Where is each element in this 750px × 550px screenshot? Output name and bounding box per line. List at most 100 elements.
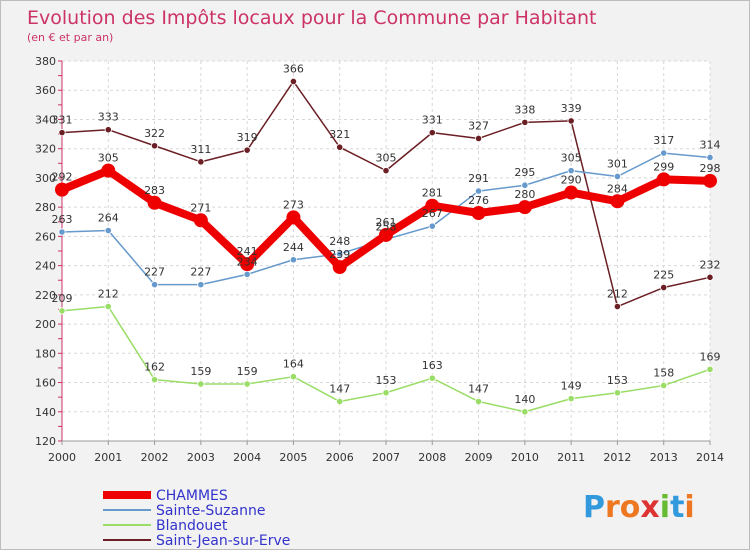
x-tick-label: 2001 xyxy=(94,451,122,464)
y-tick-label: 340 xyxy=(35,113,56,126)
legend-label-chammes: CHAMMES xyxy=(156,488,228,504)
axes: 1201401601802002202402602803003203403603… xyxy=(35,55,724,464)
data-point-saint-jean-sur-erve xyxy=(289,77,298,86)
data-label-chammes: 305 xyxy=(98,152,119,165)
x-tick-label: 2004 xyxy=(233,451,261,464)
data-label-chammes: 292 xyxy=(52,171,73,184)
data-label-saint-jean-sur-erve: 225 xyxy=(653,269,674,282)
x-tick-label: 2011 xyxy=(557,451,585,464)
y-tick-label: 300 xyxy=(35,172,56,185)
chart-title: Evolution des Impôts locaux pour la Comm… xyxy=(27,7,597,29)
data-point-chammes xyxy=(55,182,69,197)
data-point-sainte-suzanne xyxy=(104,226,112,235)
data-label-saint-jean-sur-erve: 232 xyxy=(700,258,721,271)
y-tick-label: 160 xyxy=(35,377,56,390)
data-label-blandouet: 147 xyxy=(468,383,489,396)
data-label-sainte-suzanne: 244 xyxy=(283,241,304,254)
data-label-saint-jean-sur-erve: 333 xyxy=(98,111,119,124)
series-layer xyxy=(55,77,717,416)
legend: CHAMMESSainte-SuzanneBlandouetSaint-Jean… xyxy=(103,488,290,549)
data-label-blandouet: 140 xyxy=(514,393,535,406)
brand-letter: o xyxy=(620,490,641,525)
data-point-chammes xyxy=(147,195,162,210)
x-tick-label: 2005 xyxy=(279,451,307,464)
data-label-chammes: 273 xyxy=(283,198,304,211)
data-point-blandouet xyxy=(567,395,575,403)
data-point-chammes xyxy=(101,163,116,178)
data-label-chammes: 281 xyxy=(422,187,443,200)
x-tick-label: 2003 xyxy=(187,451,215,464)
data-point-chammes xyxy=(286,210,301,225)
data-point-saint-jean-sur-erve xyxy=(336,143,344,151)
data-label-saint-jean-sur-erve: 321 xyxy=(329,128,350,141)
data-label-sainte-suzanne: 264 xyxy=(98,212,119,225)
data-label-blandouet: 153 xyxy=(607,374,628,387)
x-tick-label: 2014 xyxy=(696,451,724,464)
legend-label-blandouet: Blandouet xyxy=(156,518,228,534)
data-label-sainte-suzanne: 291 xyxy=(468,172,489,185)
data-point-saint-jean-sur-erve xyxy=(382,167,390,175)
data-point-chammes xyxy=(517,200,532,215)
data-label-saint-jean-sur-erve: 212 xyxy=(607,288,628,301)
data-point-blandouet xyxy=(382,389,390,397)
data-point-saint-jean-sur-erve xyxy=(521,118,529,126)
data-point-sainte-suzanne xyxy=(243,270,251,278)
data-label-saint-jean-sur-erve: 366 xyxy=(283,62,304,75)
data-label-sainte-suzanne: 314 xyxy=(700,138,721,151)
brand-letter: r xyxy=(605,490,620,525)
data-point-saint-jean-sur-erve xyxy=(706,273,714,281)
data-point-chammes xyxy=(703,173,717,188)
data-label-chammes: 290 xyxy=(561,174,582,187)
data-point-saint-jean-sur-erve xyxy=(58,129,66,137)
data-point-saint-jean-sur-erve xyxy=(197,158,205,166)
x-tick-label: 2006 xyxy=(326,451,354,464)
data-point-sainte-suzanne xyxy=(567,167,575,175)
data-point-chammes xyxy=(425,198,440,213)
data-label-saint-jean-sur-erve: 331 xyxy=(52,114,73,127)
data-point-blandouet xyxy=(58,307,66,315)
data-point-saint-jean-sur-erve xyxy=(613,302,622,311)
data-label-chammes: 284 xyxy=(607,182,628,195)
data-point-sainte-suzanne xyxy=(58,228,66,236)
data-point-blandouet xyxy=(428,374,436,382)
data-label-blandouet: 159 xyxy=(237,365,258,378)
data-point-saint-jean-sur-erve xyxy=(428,129,436,137)
data-label-saint-jean-sur-erve: 331 xyxy=(422,114,443,127)
data-label-saint-jean-sur-erve: 339 xyxy=(561,102,582,115)
data-point-sainte-suzanne xyxy=(474,187,483,195)
data-label-blandouet: 159 xyxy=(190,365,211,378)
data-label-chammes: 298 xyxy=(700,162,721,175)
data-point-chammes xyxy=(564,185,579,200)
brand-letter: i xyxy=(660,490,670,525)
data-label-blandouet: 158 xyxy=(653,366,674,379)
y-tick-label: 320 xyxy=(35,143,56,156)
data-point-blandouet xyxy=(150,376,159,384)
data-point-blandouet xyxy=(474,397,483,406)
data-point-chammes xyxy=(332,260,347,275)
y-tick-label: 240 xyxy=(35,260,56,273)
data-point-sainte-suzanne xyxy=(197,281,205,289)
data-point-blandouet xyxy=(243,380,251,388)
x-tick-label: 2012 xyxy=(603,451,631,464)
data-point-blandouet xyxy=(660,381,668,390)
data-label-saint-jean-sur-erve: 327 xyxy=(468,119,489,132)
y-tick-label: 260 xyxy=(35,230,56,243)
data-point-blandouet xyxy=(289,373,298,381)
data-label-sainte-suzanne: 248 xyxy=(329,235,350,248)
brand-letter: i xyxy=(684,490,694,525)
data-label-sainte-suzanne: 305 xyxy=(561,152,582,165)
data-point-blandouet xyxy=(336,397,344,406)
y-tick-label: 180 xyxy=(35,347,56,360)
data-point-saint-jean-sur-erve xyxy=(104,126,112,134)
data-label-saint-jean-sur-erve: 319 xyxy=(237,131,258,144)
data-label-sainte-suzanne: 267 xyxy=(422,207,443,220)
x-tick-label: 2008 xyxy=(418,451,446,464)
data-label-sainte-suzanne: 258 xyxy=(376,220,397,233)
data-point-sainte-suzanne xyxy=(336,250,344,258)
x-tick-label: 2009 xyxy=(465,451,493,464)
data-point-sainte-suzanne xyxy=(521,181,529,189)
brand-letter: t xyxy=(670,490,684,525)
data-label-sainte-suzanne: 227 xyxy=(190,266,211,279)
data-point-saint-jean-sur-erve xyxy=(243,146,251,154)
